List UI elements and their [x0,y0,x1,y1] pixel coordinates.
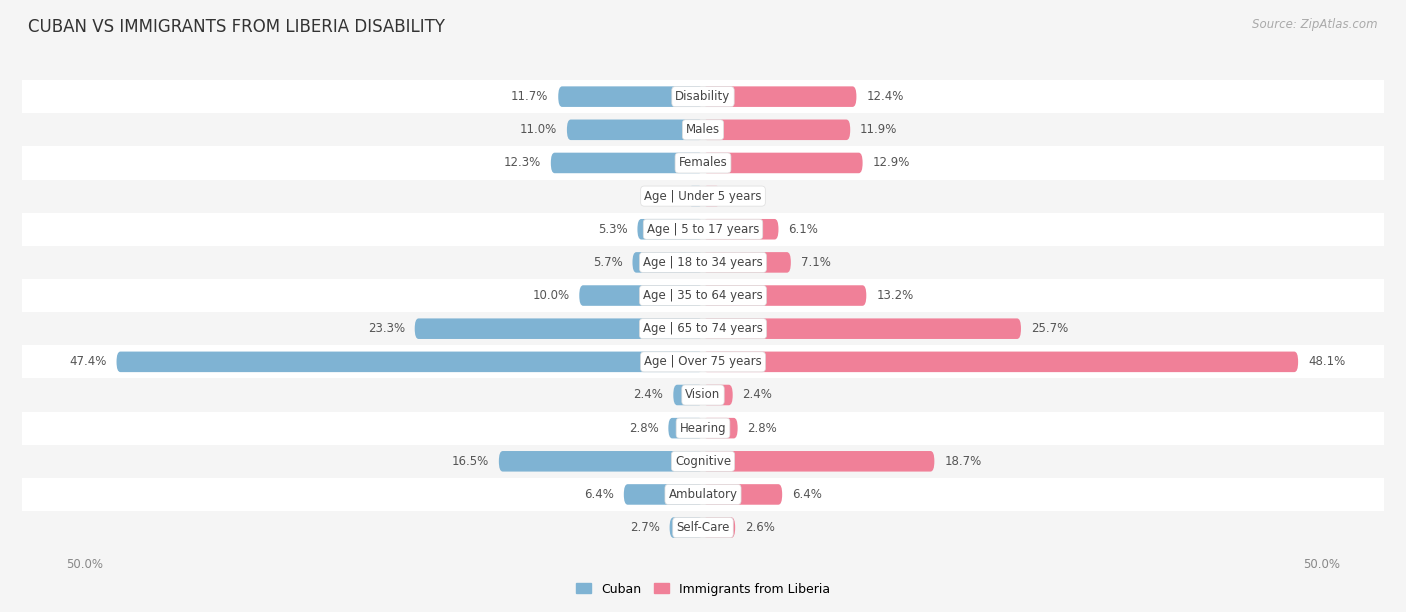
Text: 12.3%: 12.3% [503,157,541,170]
Bar [22,511,1384,544]
Text: 6.4%: 6.4% [792,488,823,501]
Bar [22,378,1384,411]
Text: 2.7%: 2.7% [630,521,659,534]
Text: 16.5%: 16.5% [451,455,489,468]
Text: 6.1%: 6.1% [789,223,818,236]
Text: Age | Over 75 years: Age | Over 75 years [644,356,762,368]
Bar [22,445,1384,478]
FancyBboxPatch shape [703,186,720,206]
Text: Males: Males [686,123,720,136]
Text: 6.4%: 6.4% [583,488,614,501]
FancyBboxPatch shape [117,351,703,372]
Bar [22,312,1384,345]
FancyBboxPatch shape [499,451,703,472]
Text: Hearing: Hearing [679,422,727,435]
Text: Disability: Disability [675,90,731,103]
Text: Age | 18 to 34 years: Age | 18 to 34 years [643,256,763,269]
Text: 11.9%: 11.9% [860,123,897,136]
FancyBboxPatch shape [703,119,851,140]
Bar [22,146,1384,179]
FancyBboxPatch shape [703,285,866,306]
Text: Self-Care: Self-Care [676,521,730,534]
Text: 12.4%: 12.4% [866,90,904,103]
Text: Females: Females [679,157,727,170]
Bar [22,411,1384,445]
FancyBboxPatch shape [567,119,703,140]
Text: 23.3%: 23.3% [368,322,405,335]
FancyBboxPatch shape [703,385,733,405]
Text: 2.8%: 2.8% [748,422,778,435]
FancyBboxPatch shape [624,484,703,505]
Text: 10.0%: 10.0% [533,289,569,302]
Text: 13.2%: 13.2% [876,289,914,302]
Text: Age | Under 5 years: Age | Under 5 years [644,190,762,203]
FancyBboxPatch shape [558,86,703,107]
Bar [22,80,1384,113]
Text: 25.7%: 25.7% [1031,322,1069,335]
Text: 7.1%: 7.1% [801,256,831,269]
FancyBboxPatch shape [673,385,703,405]
Text: 2.4%: 2.4% [634,389,664,401]
Text: Age | 5 to 17 years: Age | 5 to 17 years [647,223,759,236]
Text: 5.7%: 5.7% [593,256,623,269]
Text: Ambulatory: Ambulatory [668,488,738,501]
Bar [22,246,1384,279]
FancyBboxPatch shape [703,252,790,273]
Text: 47.4%: 47.4% [69,356,107,368]
Text: 1.4%: 1.4% [730,190,761,203]
Text: 2.8%: 2.8% [628,422,658,435]
Text: Source: ZipAtlas.com: Source: ZipAtlas.com [1253,18,1378,31]
FancyBboxPatch shape [703,318,1021,339]
FancyBboxPatch shape [703,152,863,173]
Text: Cognitive: Cognitive [675,455,731,468]
Text: 11.0%: 11.0% [520,123,557,136]
Text: Vision: Vision [685,389,721,401]
Bar [22,179,1384,212]
Text: 2.6%: 2.6% [745,521,775,534]
FancyBboxPatch shape [579,285,703,306]
FancyBboxPatch shape [688,186,703,206]
Bar [22,113,1384,146]
FancyBboxPatch shape [668,418,703,438]
Bar [22,345,1384,378]
FancyBboxPatch shape [703,86,856,107]
Bar [22,279,1384,312]
Bar [22,478,1384,511]
FancyBboxPatch shape [703,484,782,505]
Text: 18.7%: 18.7% [945,455,981,468]
Text: 48.1%: 48.1% [1308,356,1346,368]
FancyBboxPatch shape [637,219,703,239]
FancyBboxPatch shape [703,517,735,538]
Legend: Cuban, Immigrants from Liberia: Cuban, Immigrants from Liberia [569,577,837,602]
FancyBboxPatch shape [703,451,935,472]
FancyBboxPatch shape [703,351,1298,372]
FancyBboxPatch shape [551,152,703,173]
FancyBboxPatch shape [703,219,779,239]
FancyBboxPatch shape [633,252,703,273]
Text: Age | 35 to 64 years: Age | 35 to 64 years [643,289,763,302]
Text: Age | 65 to 74 years: Age | 65 to 74 years [643,322,763,335]
Text: 12.9%: 12.9% [873,157,910,170]
Text: 11.7%: 11.7% [510,90,548,103]
Text: 1.2%: 1.2% [648,190,678,203]
Bar [22,212,1384,246]
Text: 5.3%: 5.3% [598,223,627,236]
FancyBboxPatch shape [415,318,703,339]
FancyBboxPatch shape [669,517,703,538]
Text: CUBAN VS IMMIGRANTS FROM LIBERIA DISABILITY: CUBAN VS IMMIGRANTS FROM LIBERIA DISABIL… [28,18,446,36]
FancyBboxPatch shape [703,418,738,438]
Text: 2.4%: 2.4% [742,389,772,401]
